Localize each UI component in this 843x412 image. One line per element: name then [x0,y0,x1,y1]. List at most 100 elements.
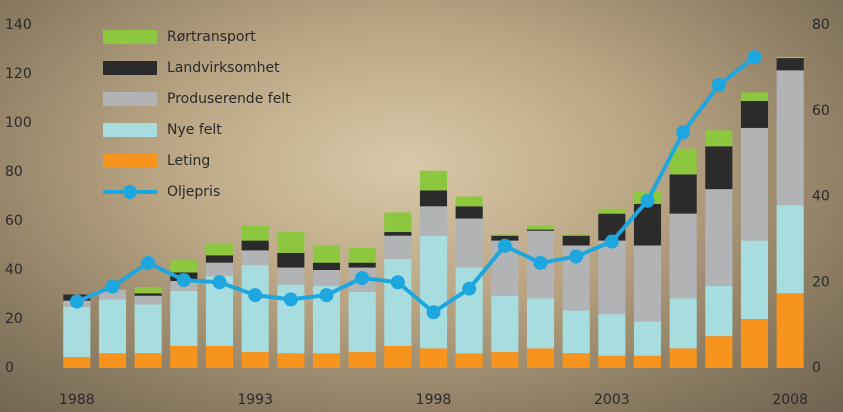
bar-segment [420,171,447,191]
bar-segment [777,57,804,58]
bar-segment [135,287,162,293]
bar-segment [99,299,126,353]
line-point [534,256,548,270]
bar-segment [206,244,233,255]
bar-segment [63,307,90,357]
bar-segment [277,353,304,368]
line-point [284,292,298,306]
page: 0204060801001201400204060801988199319982… [0,0,843,412]
legend-swatch [103,61,157,75]
bar-segment [277,253,304,268]
x-tick-label: 1993 [237,392,273,408]
bar-segment [63,357,90,368]
bar-segment [705,286,732,336]
bar-segment [349,352,376,368]
bar-segment [634,321,661,355]
line-point [248,288,262,302]
bar-segment [99,353,126,368]
bar-segment [206,255,233,262]
line-point [641,194,655,208]
bar-segment [242,226,269,241]
bar-segment [384,232,411,236]
bar-segment [777,205,804,293]
bar-segment [242,250,269,265]
line-point [427,305,441,319]
y-tick-label: 60 [5,213,23,229]
line-point [141,256,155,270]
x-tick-label: 1998 [416,392,452,408]
line-point [177,273,191,287]
bar-segment [741,101,768,128]
line-point [70,295,84,309]
legend-label: Nye felt [167,122,222,138]
legend-swatch [103,30,157,44]
line-point [498,239,512,253]
legend-swatch [103,154,157,168]
bar-segment [135,296,162,305]
bar-segment [705,189,732,286]
bar-segment [384,236,411,259]
y2-tick-label: 60 [812,103,830,119]
bar-segment [313,246,340,263]
bar-segment [206,263,233,276]
bar-segment [170,291,197,346]
bar-segment [349,248,376,263]
line-point [676,125,690,139]
line-point [391,275,405,289]
bar-segment [598,314,625,356]
line-point [569,250,583,264]
line-point [748,50,762,64]
bar-segment [527,226,554,230]
line-point [213,275,227,289]
bar-segment [777,58,804,70]
bar-segment [777,293,804,368]
bar-segment [563,310,590,353]
legend-marker [123,185,137,199]
bar-segment [670,174,697,213]
bar-segment [670,214,697,299]
bar-segment [741,92,768,101]
bar-segment [420,206,447,235]
bar-segment [313,263,340,270]
bar-segment [135,304,162,353]
y2-tick-label: 0 [812,360,821,376]
bar-segment [491,296,518,352]
bar-segment [242,265,269,352]
bar-segment [384,259,411,346]
legend-label: Produserende felt [167,91,291,107]
bar-segment [634,246,661,322]
bar-segment [598,209,625,214]
bar-segment [527,298,554,348]
legend-label: Rørtransport [167,29,256,45]
bar-segment [420,190,447,206]
bar-segment [456,197,483,207]
y-tick-label: 40 [5,262,23,278]
y2-tick-label: 40 [812,189,830,205]
bar-segment [170,346,197,368]
bar-segment [456,268,483,354]
bar-segment [242,352,269,368]
bar-segment [563,353,590,368]
y2-tick-label: 20 [812,274,830,290]
y2-tick-label: 80 [812,17,830,33]
bar-segment [135,353,162,368]
bar-segment [527,348,554,368]
bar-segment [670,298,697,348]
bar-segment [491,352,518,368]
bar-segment [777,70,804,205]
bar-segment [705,146,732,189]
legend-swatch [103,92,157,106]
line-point [355,271,369,285]
line-point [712,78,726,92]
bar-segment [349,263,376,268]
bar-segment [384,346,411,368]
bar-segment [420,236,447,349]
bar-segment [741,128,768,241]
bar-segment [420,348,447,368]
line-point [462,282,476,296]
bar-segment [456,353,483,368]
legend-swatch [103,123,157,137]
bar-segment [242,241,269,251]
bar-segment [135,293,162,295]
y-tick-label: 20 [5,311,23,327]
